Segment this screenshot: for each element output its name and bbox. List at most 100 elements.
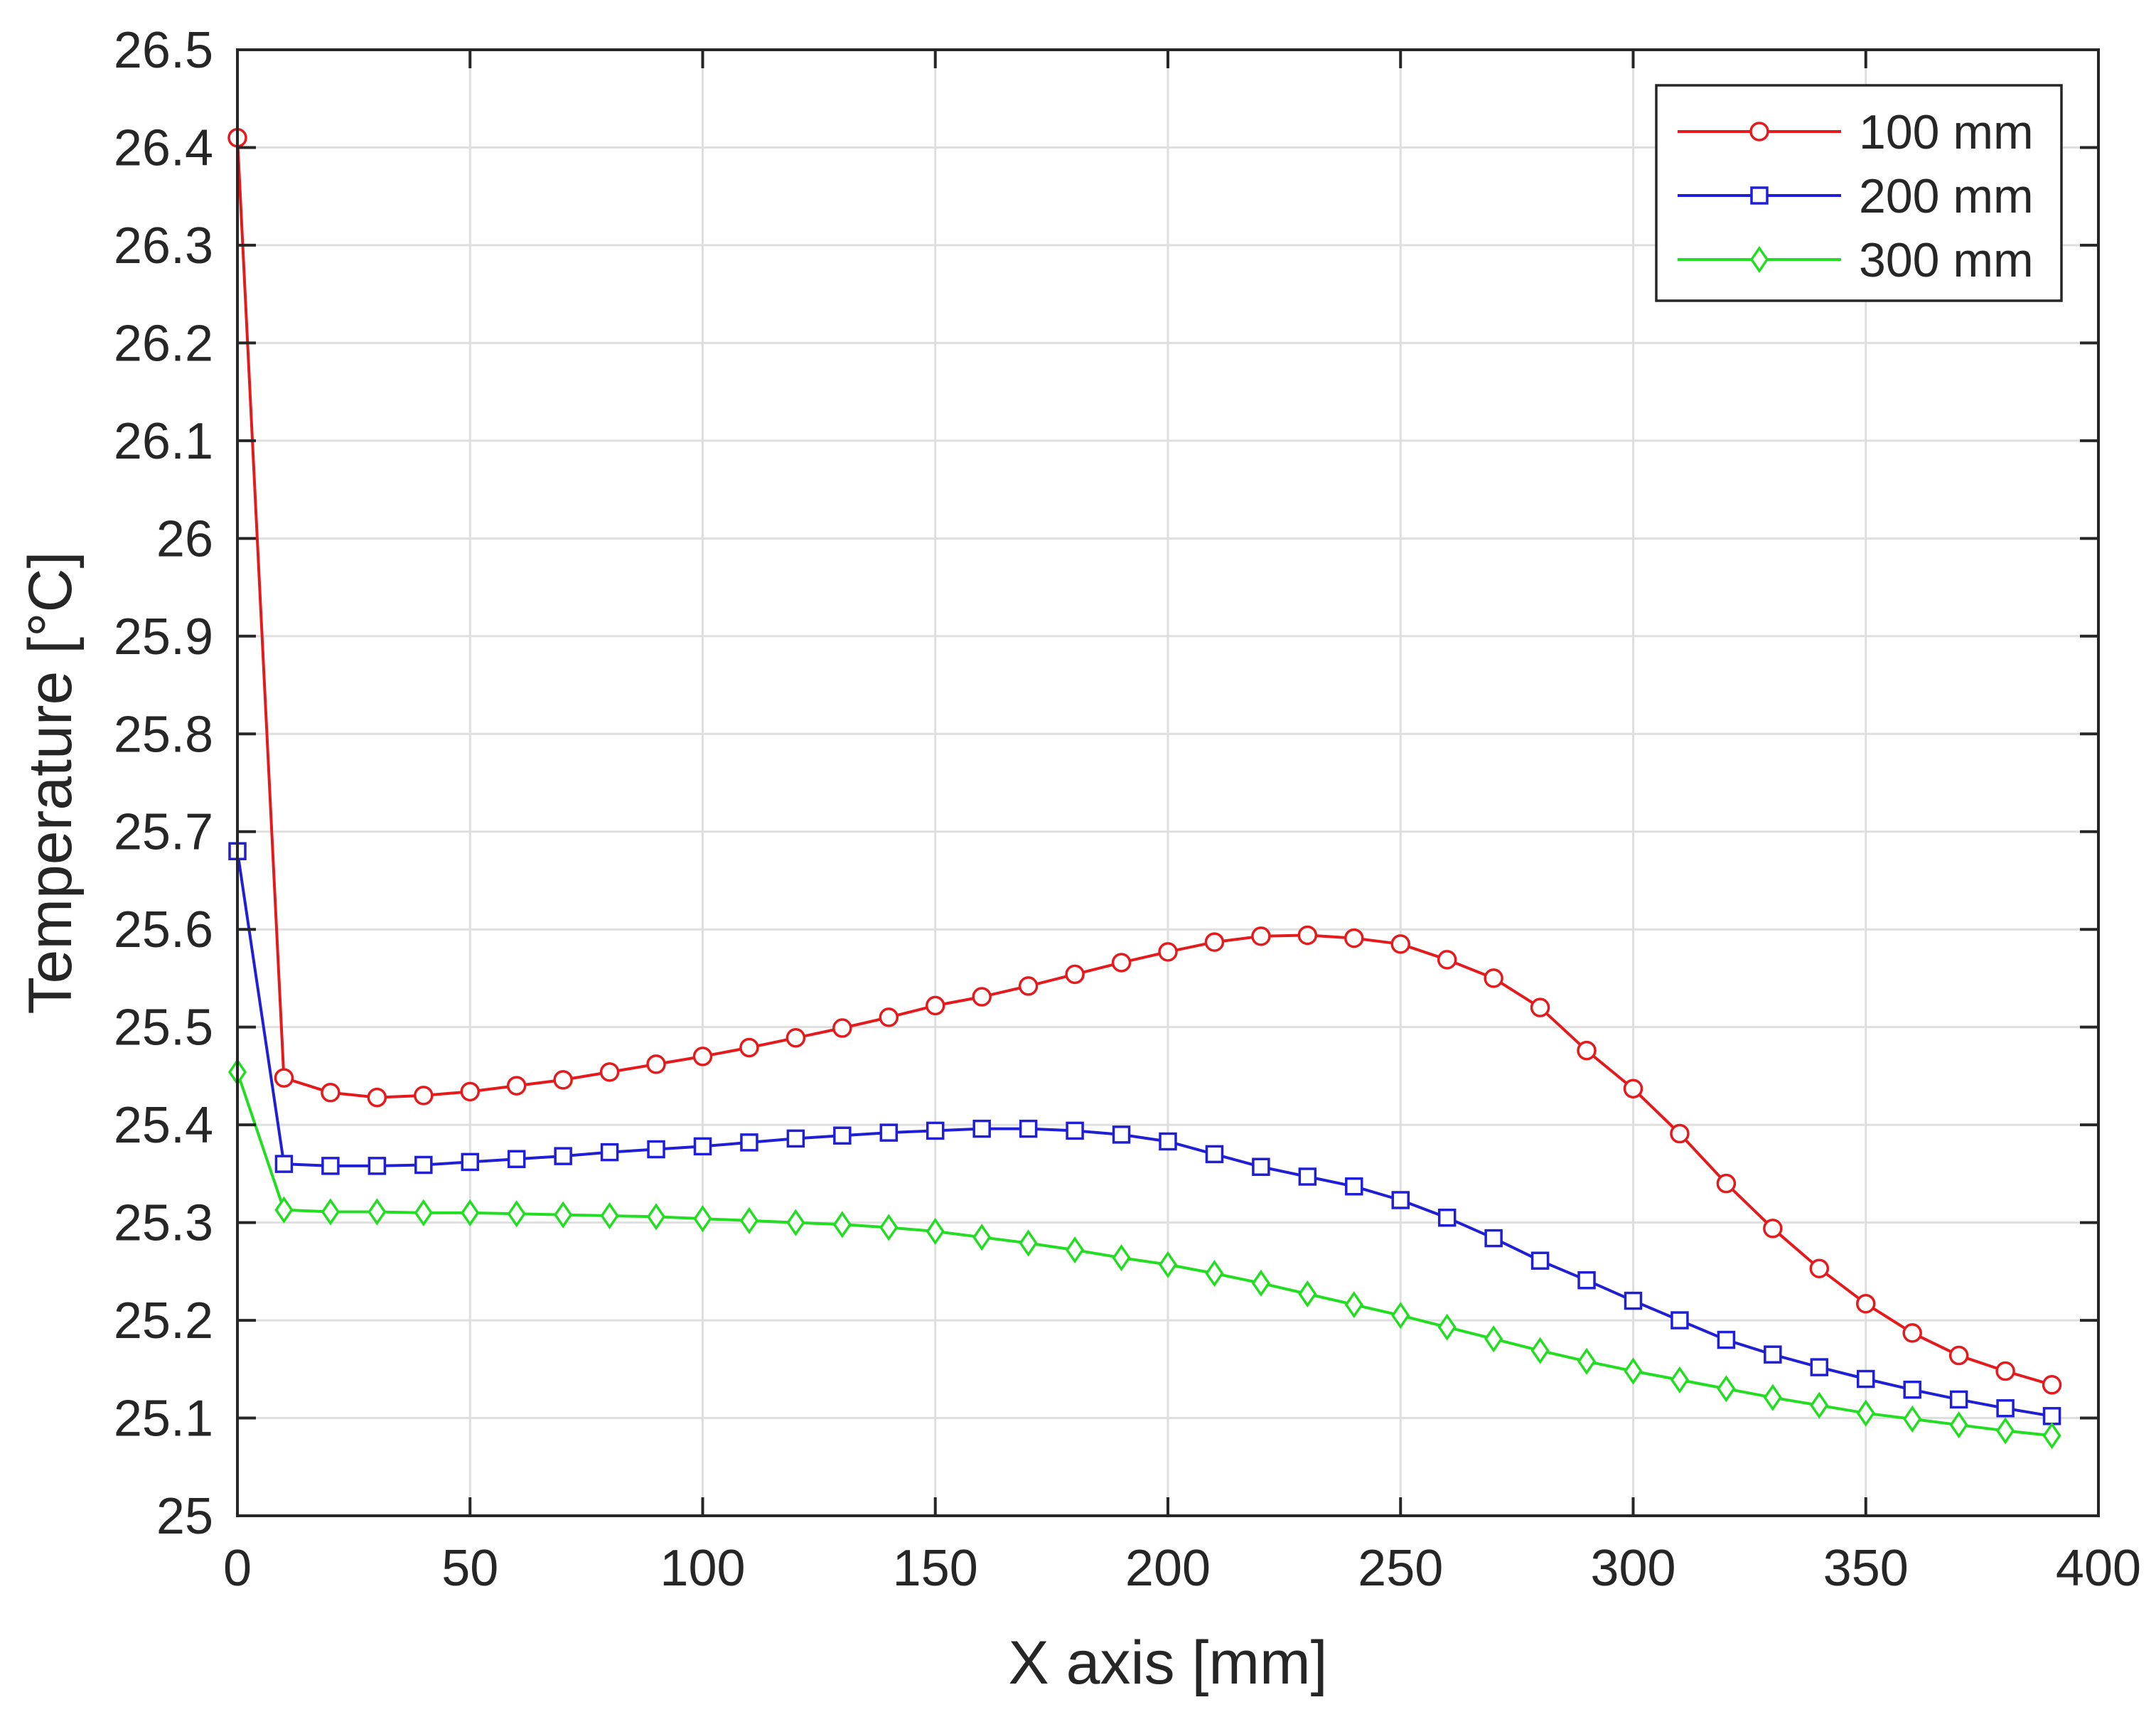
x-tick-label: 250 xyxy=(1358,1540,1443,1597)
legend-marker xyxy=(1749,245,1769,274)
data-point-200-mm xyxy=(1298,1167,1317,1186)
data-point-300-mm xyxy=(972,1224,992,1251)
data-point-200-mm xyxy=(600,1143,619,1162)
data-point-300-mm xyxy=(1670,1366,1690,1394)
data-point-200-mm xyxy=(1112,1125,1131,1144)
data-point-100-mm xyxy=(553,1070,573,1090)
data-point-100-mm xyxy=(1623,1079,1643,1099)
data-point-200-mm xyxy=(879,1123,899,1142)
data-point-200-mm xyxy=(1019,1119,1038,1138)
legend-marker xyxy=(1750,186,1769,205)
data-point-100-mm xyxy=(1716,1173,1737,1194)
data-point-100-mm xyxy=(972,987,992,1007)
series-line-300-mm xyxy=(236,1071,2052,1438)
data-point-100-mm xyxy=(1809,1258,1830,1278)
data-point-100-mm xyxy=(1251,926,1271,946)
data-point-200-mm xyxy=(1764,1345,1782,1364)
y-tick-label: 25 xyxy=(156,1488,213,1545)
data-point-300-mm xyxy=(1019,1229,1038,1257)
data-point-200-mm xyxy=(1530,1251,1550,1270)
data-point-200-mm xyxy=(1624,1291,1643,1310)
data-point-200-mm xyxy=(1810,1358,1829,1376)
data-point-300-mm xyxy=(1903,1405,1922,1433)
x-tick-label: 300 xyxy=(1590,1540,1675,1597)
x-tick-label: 100 xyxy=(660,1540,745,1597)
data-point-100-mm xyxy=(599,1062,620,1082)
data-point-300-mm xyxy=(1577,1347,1597,1375)
data-point-200-mm xyxy=(1345,1177,1363,1196)
y-tick-label: 25.4 xyxy=(114,1097,213,1154)
y-tick-label: 25.6 xyxy=(114,902,213,958)
series-line-200-mm xyxy=(236,850,2052,1418)
x-tick-label: 350 xyxy=(1823,1540,1909,1597)
y-tick-label: 25.2 xyxy=(114,1293,213,1349)
data-point-300-mm xyxy=(1949,1411,1968,1439)
data-point-300-mm xyxy=(1437,1313,1457,1341)
x-tick-label: 50 xyxy=(441,1540,498,1597)
y-axis-title: Temperature [°C] xyxy=(16,552,85,1015)
data-point-300-mm xyxy=(786,1209,805,1236)
x-tick-label: 400 xyxy=(2056,1540,2141,1597)
data-point-100-mm xyxy=(1390,934,1410,954)
data-point-300-mm xyxy=(274,1196,294,1224)
y-tick-label: 26.4 xyxy=(114,119,213,176)
data-point-100-mm xyxy=(1995,1361,2015,1381)
data-point-200-mm xyxy=(1066,1121,1084,1140)
y-tick-label: 25.1 xyxy=(114,1391,213,1448)
data-point-300-mm xyxy=(926,1217,945,1246)
data-point-200-mm xyxy=(1484,1229,1503,1248)
data-point-200-mm xyxy=(1857,1369,1875,1389)
data-point-200-mm xyxy=(1949,1390,1968,1409)
data-point-200-mm xyxy=(368,1157,387,1175)
series-200-mm xyxy=(228,842,2061,1425)
data-point-200-mm xyxy=(1391,1191,1410,1209)
data-point-100-mm xyxy=(506,1076,527,1096)
data-point-200-mm xyxy=(507,1150,526,1168)
data-point-300-mm xyxy=(554,1201,573,1229)
data-point-100-mm xyxy=(1763,1219,1783,1238)
series-group xyxy=(227,127,2062,1450)
data-point-300-mm xyxy=(368,1198,387,1226)
data-point-100-mm xyxy=(739,1037,759,1058)
data-point-300-mm xyxy=(600,1202,619,1230)
data-point-300-mm xyxy=(414,1199,433,1226)
data-point-100-mm xyxy=(1856,1293,1876,1314)
data-point-300-mm xyxy=(1484,1325,1503,1353)
data-point-200-mm xyxy=(321,1157,340,1175)
data-point-300-mm xyxy=(693,1205,712,1233)
x-tick-label: 150 xyxy=(893,1540,978,1597)
x-axis-title: X axis [mm] xyxy=(1008,1629,1327,1697)
data-point-100-mm xyxy=(1204,932,1225,952)
data-point-200-mm xyxy=(414,1155,433,1175)
y-tick-label: 25.7 xyxy=(114,804,213,861)
series-100-mm xyxy=(227,127,2062,1395)
data-point-100-mm xyxy=(1948,1345,1969,1366)
data-point-100-mm xyxy=(1902,1323,1922,1343)
data-point-300-mm xyxy=(1065,1236,1085,1264)
data-point-100-mm xyxy=(1670,1123,1690,1144)
data-point-100-mm xyxy=(2042,1375,2062,1395)
data-point-200-mm xyxy=(1903,1380,1921,1399)
data-point-100-mm xyxy=(1158,942,1178,962)
data-point-100-mm xyxy=(646,1054,666,1074)
data-point-100-mm xyxy=(926,995,945,1016)
data-point-100-mm xyxy=(1297,925,1318,946)
data-point-300-mm xyxy=(1251,1269,1271,1297)
legend-label: 200 mm xyxy=(1859,169,2034,223)
data-point-100-mm xyxy=(414,1086,434,1106)
data-point-200-mm xyxy=(833,1126,852,1145)
y-tick-label: 25.3 xyxy=(114,1195,213,1252)
legend-label: 300 mm xyxy=(1859,233,2034,287)
data-point-300-mm xyxy=(1995,1417,2015,1445)
data-point-200-mm xyxy=(740,1133,758,1152)
data-point-100-mm xyxy=(1484,968,1503,988)
y-tick-label: 26 xyxy=(156,510,213,567)
legend-entry-200-mm: 200 mm xyxy=(1678,169,2034,223)
data-point-300-mm xyxy=(1205,1259,1224,1288)
data-point-300-mm xyxy=(739,1207,759,1234)
data-point-100-mm xyxy=(832,1018,852,1038)
data-point-300-mm xyxy=(1810,1391,1829,1419)
legend-entry-300-mm: 300 mm xyxy=(1678,233,2034,287)
